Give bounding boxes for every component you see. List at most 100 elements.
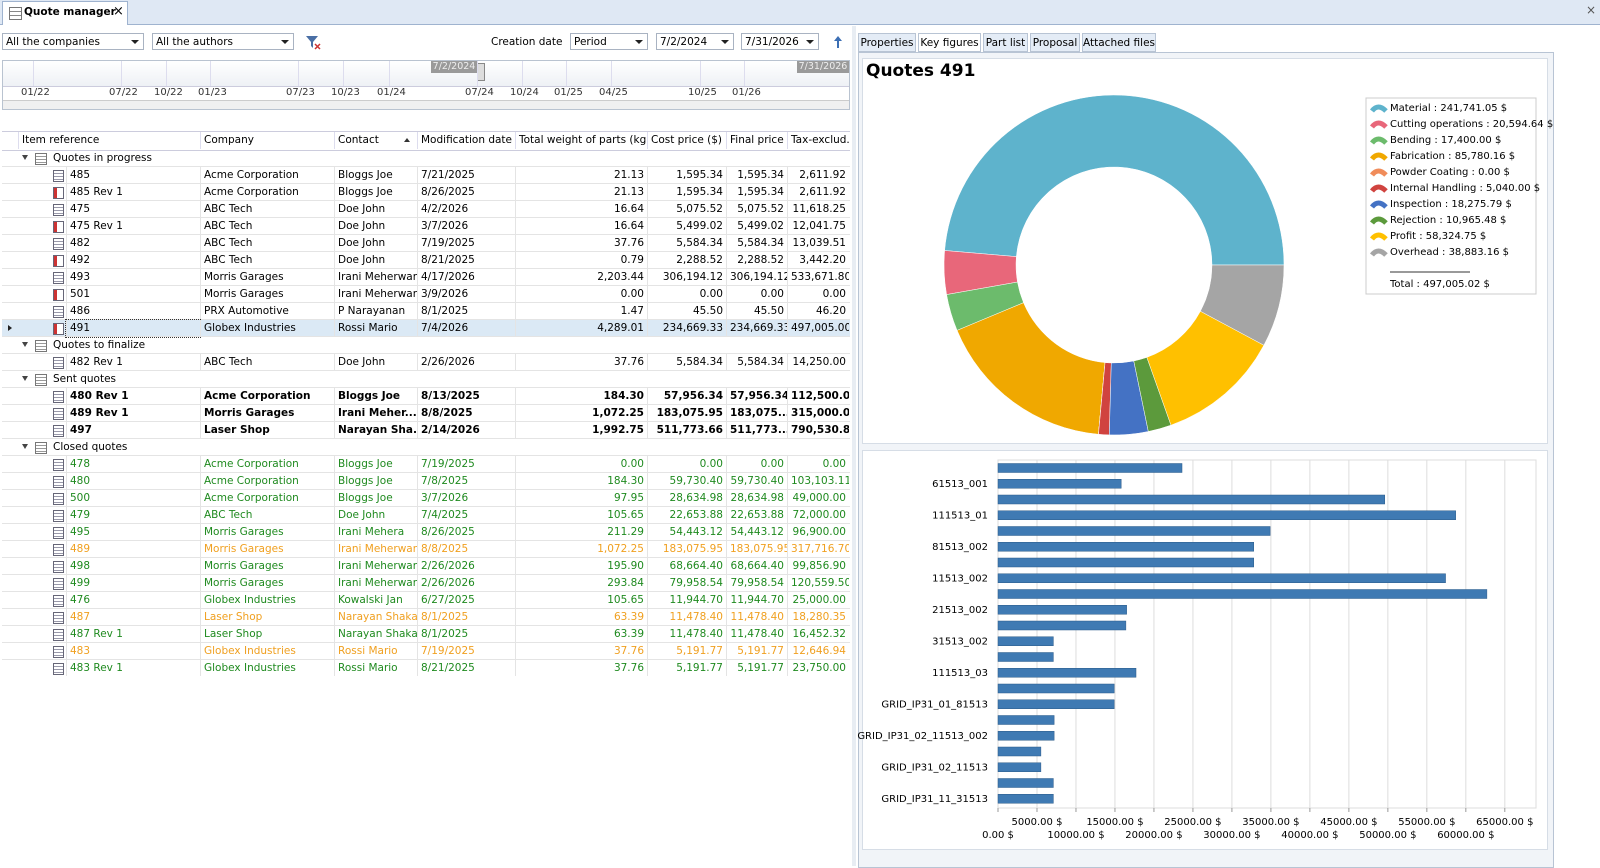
cell: 14,250.00 [787, 354, 849, 371]
column-header[interactable]: Cost price ($) [647, 132, 726, 149]
cell: 72,000.00 [787, 507, 849, 524]
x-tick-label: 25000.00 $ [1164, 817, 1221, 828]
group-name: Sent quotes [53, 373, 117, 385]
cell: 45.50 [726, 303, 787, 320]
expand-toggle[interactable] [22, 155, 28, 160]
cell: Doe John [334, 354, 417, 371]
row[interactable] [2, 320, 850, 337]
cell: 487 Rev 1 [66, 626, 200, 643]
bar [997, 746, 1042, 757]
cell: Globex Industries [200, 592, 334, 609]
x-tick-label: 15000.00 $ [1086, 817, 1143, 828]
cell: 483 [66, 643, 200, 660]
quote-icon [53, 221, 64, 233]
group-icon [35, 340, 47, 352]
panel-tab[interactable]: Key figures [918, 33, 981, 52]
author-filter[interactable]: All the authors [152, 33, 294, 50]
column-header[interactable]: Contact [334, 132, 417, 149]
panel-tab[interactable]: Properties [858, 33, 916, 52]
sort-arrow[interactable] [832, 34, 844, 50]
column-header[interactable]: Final price ... [726, 132, 787, 149]
row-line [2, 489, 850, 490]
timeline-tick [121, 61, 122, 86]
cell: 1,992.75 [515, 422, 647, 439]
expand-toggle[interactable] [22, 342, 28, 347]
close-all[interactable]: × [1586, 3, 1597, 17]
timeline-scrollbar[interactable] [3, 100, 849, 109]
donut-slice [1200, 264, 1285, 346]
legend-label: Inspection : 18,275.79 $ [1390, 199, 1512, 210]
to-date[interactable]: 7/31/2026 [741, 33, 819, 50]
cell: 79,958.54 [726, 575, 787, 592]
cell: 25,000.00 [787, 592, 849, 609]
row-line [2, 438, 850, 439]
cell: Morris Garages [200, 558, 334, 575]
expand-toggle[interactable] [22, 376, 28, 381]
cell: 68,664.40 [726, 558, 787, 575]
panel-tab[interactable]: Attached files [1082, 33, 1156, 52]
row-line [2, 659, 850, 660]
x-tick-label: 20000.00 $ [1125, 830, 1182, 841]
timeline-tick [522, 61, 523, 86]
bar [997, 573, 1446, 583]
quote-icon [53, 544, 64, 556]
column-header[interactable]: Tax-exclud... [787, 132, 849, 149]
row-line [2, 608, 850, 609]
cell: 21.13 [515, 184, 647, 201]
bar [997, 605, 1127, 615]
row-line [2, 404, 850, 405]
x-tick-label: 40000.00 $ [1281, 830, 1338, 841]
cell: 63.39 [515, 609, 647, 626]
cell: Morris Garages [200, 575, 334, 592]
cell: 1,595.34 [647, 184, 726, 201]
column-header[interactable]: Item reference [18, 132, 200, 149]
cell: 37.76 [515, 354, 647, 371]
cell: Narayan Sha... [334, 422, 417, 439]
row-line [2, 455, 850, 456]
row-line [2, 302, 850, 303]
cell: 2,203.44 [515, 269, 647, 286]
panel-tab[interactable]: Part list [983, 33, 1028, 52]
cell: 68,664.40 [647, 558, 726, 575]
quote-icon [53, 357, 64, 369]
period-select[interactable]: Period [570, 33, 648, 50]
bar [997, 668, 1137, 678]
cell: Narayan Shakar [334, 626, 417, 643]
cell: Rossi Mario [334, 643, 417, 660]
splitter[interactable] [852, 26, 856, 866]
cell: 485 [66, 167, 200, 184]
cell: Irani Meherwan [334, 269, 417, 286]
expand-toggle[interactable] [22, 444, 28, 449]
group-name: Closed quotes [53, 441, 128, 453]
timeline: 7/2/2024 7/31/2026 01/22 07/22 10/22 01/23 0… [2, 60, 850, 110]
company-filter[interactable]: All the companies [2, 33, 144, 50]
cell: 4/17/2026 [417, 269, 515, 286]
y-tick-label: GRID_IP31_01_81513 [881, 699, 988, 710]
cell: 234,669.33 [726, 320, 787, 337]
tab-close[interactable]: × [113, 4, 124, 19]
column-header[interactable]: Total weight of parts (kg) [515, 132, 647, 149]
cell: Acme Corporation [200, 184, 334, 201]
cell: 491 [65, 319, 201, 338]
y-tick-label: 11513_002 [932, 573, 988, 584]
quote-icon [53, 170, 64, 182]
filter-icon[interactable] [305, 34, 321, 50]
legend-swatch [1370, 104, 1388, 113]
cell: 105.65 [515, 592, 647, 609]
tab-bar [0, 0, 1600, 25]
from-date[interactable]: 7/2/2024 [656, 33, 734, 50]
timeline-tick [343, 61, 344, 86]
cell: 28,634.98 [647, 490, 726, 507]
tab[interactable]: Quote manager × [2, 1, 128, 25]
y-tick-label: GRID_IP31_11_31513 [881, 794, 988, 805]
panel-tab[interactable]: Proposal [1030, 33, 1080, 52]
cell: Acme Corporation [200, 490, 334, 507]
bar [997, 557, 1254, 568]
column-header[interactable]: Modification date [417, 132, 515, 149]
cell: 5,499.02 [647, 218, 726, 235]
bar [997, 479, 1122, 489]
timeline-tick [389, 61, 390, 86]
row-line [2, 217, 850, 218]
column-header[interactable]: Company [200, 132, 334, 149]
